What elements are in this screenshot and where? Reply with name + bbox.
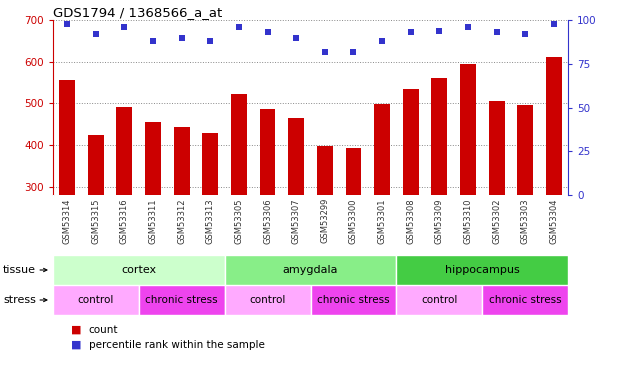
Text: GSM53302: GSM53302 (492, 198, 501, 243)
Text: GSM53303: GSM53303 (521, 198, 530, 244)
Point (549, 21, 559, 27)
Bar (517, 105, 533, 195)
Point (492, 29, 502, 35)
Bar (145, 122, 161, 195)
Text: chronic stress: chronic stress (317, 295, 390, 305)
Text: tissue: tissue (3, 265, 36, 275)
Point (148, 38, 158, 44)
Text: amygdala: amygdala (283, 265, 338, 275)
Point (206, 38, 215, 44)
Bar (225, 285, 310, 315)
Bar (225, 255, 396, 285)
Point (435, 27, 445, 33)
Bar (174, 127, 189, 195)
Bar (432, 78, 447, 195)
Text: chronic stress: chronic stress (489, 295, 561, 305)
Bar (260, 109, 276, 195)
Bar (310, 285, 396, 315)
Text: GSM53314: GSM53314 (63, 198, 71, 243)
Text: GSM53315: GSM53315 (91, 198, 100, 243)
Text: ■: ■ (71, 325, 82, 335)
Bar (374, 104, 390, 195)
Point (320, 48, 330, 54)
Bar (288, 118, 304, 195)
Point (177, 34, 187, 40)
Bar (546, 57, 562, 195)
Text: GSM53300: GSM53300 (349, 198, 358, 243)
Point (406, 29, 415, 35)
Bar (59, 80, 75, 195)
Point (463, 24, 473, 30)
Bar (345, 147, 361, 195)
Text: GDS1794 / 1368566_a_at: GDS1794 / 1368566_a_at (53, 6, 222, 19)
Point (520, 31, 530, 37)
Text: count: count (89, 325, 119, 335)
Text: GSM53312: GSM53312 (177, 198, 186, 243)
Bar (117, 106, 132, 195)
Text: stress: stress (3, 295, 36, 305)
Text: GSM53310: GSM53310 (463, 198, 473, 243)
Text: GSM53306: GSM53306 (263, 198, 272, 244)
Bar (138, 285, 225, 315)
Bar (396, 285, 483, 315)
Bar (403, 89, 419, 195)
Point (377, 38, 387, 44)
Point (62, 21, 72, 27)
Text: GSM53305: GSM53305 (234, 198, 243, 243)
Bar (88, 135, 104, 195)
Text: GSM53309: GSM53309 (435, 198, 444, 243)
Point (119, 24, 129, 30)
Bar (460, 64, 476, 195)
Text: GSM53307: GSM53307 (292, 198, 301, 244)
Bar (489, 101, 504, 195)
Bar (396, 255, 568, 285)
Text: control: control (78, 295, 114, 305)
Text: GSM53299: GSM53299 (320, 198, 329, 243)
Point (263, 29, 273, 35)
Point (234, 24, 244, 30)
Text: GSM53313: GSM53313 (206, 198, 215, 244)
Text: GSM53304: GSM53304 (550, 198, 558, 243)
Text: GSM53311: GSM53311 (148, 198, 158, 243)
Bar (53, 255, 225, 285)
Text: chronic stress: chronic stress (145, 295, 218, 305)
Text: ■: ■ (71, 340, 82, 350)
Text: GSM53301: GSM53301 (378, 198, 387, 243)
Bar (202, 132, 218, 195)
Text: GSM53316: GSM53316 (120, 198, 129, 244)
Bar (231, 94, 247, 195)
Point (291, 34, 301, 40)
Bar (317, 146, 333, 195)
Point (91, 31, 101, 37)
Bar (53, 285, 138, 315)
Bar (483, 285, 568, 315)
Point (348, 48, 358, 54)
Text: cortex: cortex (121, 265, 156, 275)
Text: control: control (421, 295, 458, 305)
Text: control: control (250, 295, 286, 305)
Text: hippocampus: hippocampus (445, 265, 520, 275)
Text: percentile rank within the sample: percentile rank within the sample (89, 340, 265, 350)
Text: GSM53308: GSM53308 (406, 198, 415, 244)
